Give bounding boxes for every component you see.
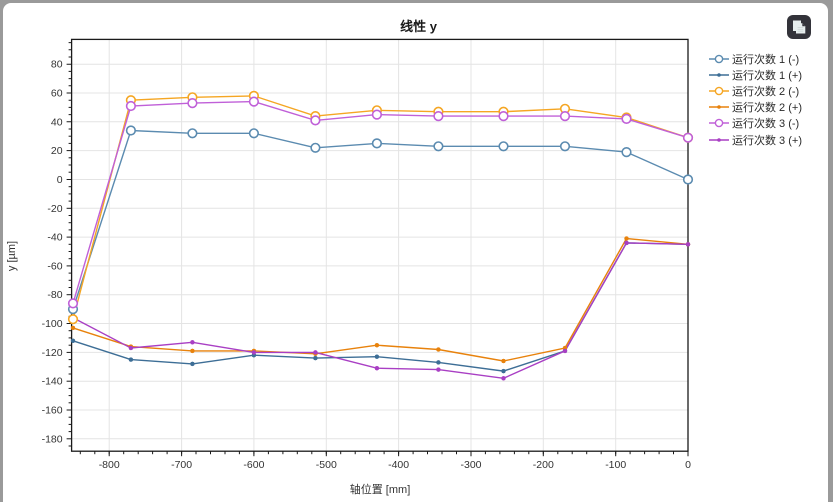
svg-text:-100: -100	[605, 459, 626, 471]
svg-text:-700: -700	[171, 459, 192, 471]
svg-text:40: 40	[51, 116, 63, 128]
svg-text:60: 60	[51, 88, 63, 100]
svg-text:20: 20	[51, 145, 63, 157]
svg-text:-200: -200	[533, 459, 554, 471]
svg-text:-80: -80	[47, 289, 62, 301]
svg-text:-100: -100	[42, 318, 63, 330]
svg-text:-500: -500	[316, 459, 337, 471]
svg-text:80: 80	[51, 59, 63, 71]
svg-text:轴位置 [mm]: 轴位置 [mm]	[350, 482, 411, 496]
svg-text:-300: -300	[460, 459, 481, 471]
svg-text:-40: -40	[47, 232, 62, 244]
svg-text:0: 0	[685, 459, 691, 471]
svg-text:-600: -600	[243, 459, 264, 471]
svg-text:-140: -140	[42, 376, 63, 388]
svg-text:y [µm]: y [µm]	[6, 241, 18, 271]
svg-text:-120: -120	[42, 347, 63, 359]
svg-text:-20: -20	[47, 203, 62, 215]
svg-text:-180: -180	[42, 433, 63, 445]
svg-text:-60: -60	[47, 260, 62, 272]
svg-text:-160: -160	[42, 405, 63, 417]
svg-text:0: 0	[57, 174, 63, 186]
svg-text:-800: -800	[99, 459, 120, 471]
svg-text:-400: -400	[388, 459, 409, 471]
